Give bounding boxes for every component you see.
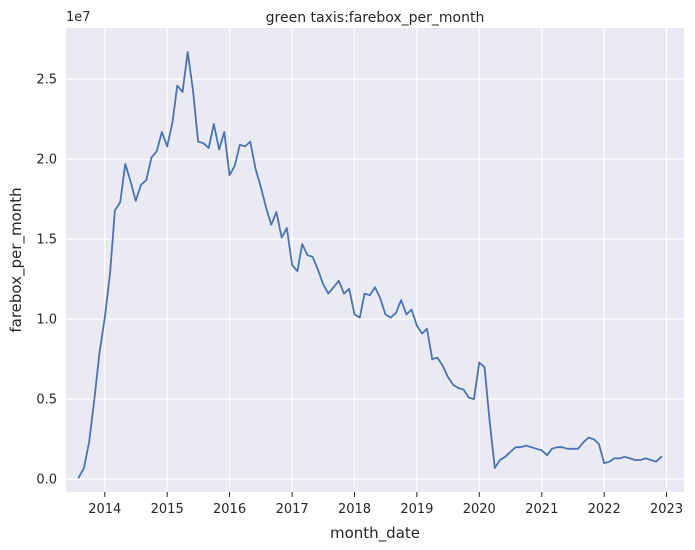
x-axis-ticks: 2014 2015 2016 2017 2018 2019 2020 2021 2022 2023 [88, 492, 683, 517]
x-tick-label: 2017 [276, 502, 309, 517]
x-tick-label: 2015 [151, 502, 184, 517]
x-tick-label: 2019 [400, 502, 433, 517]
chart-title: green taxis:farebox_per_month [266, 10, 485, 26]
grid [66, 28, 684, 492]
y-tick-label: 1.5 [36, 233, 57, 248]
x-tick-label: 2016 [213, 502, 246, 517]
x-axis-label: month_date [330, 524, 420, 543]
y-axis-label: farebox_per_month [7, 187, 26, 332]
y-tick-label: 0.0 [36, 473, 57, 488]
y-axis-offset-label: 1e7 [66, 10, 91, 25]
series-line [77, 51, 663, 479]
y-tick-label: 2.5 [36, 73, 57, 88]
x-tick-label: 2020 [463, 502, 496, 517]
x-tick-label: 2018 [338, 502, 371, 517]
x-tick-label: 2023 [650, 502, 683, 517]
x-tick-label: 2022 [588, 502, 621, 517]
y-tick-label: 0.5 [36, 393, 57, 408]
x-tick-label: 2021 [525, 502, 558, 517]
plot-background [66, 28, 684, 492]
y-tick-label: 2.0 [36, 153, 57, 168]
y-tick-label: 1.0 [36, 313, 57, 328]
x-tick-label: 2014 [88, 502, 121, 517]
y-axis-ticks: 0.0 0.5 1.0 1.5 2.0 2.5 [36, 73, 57, 488]
